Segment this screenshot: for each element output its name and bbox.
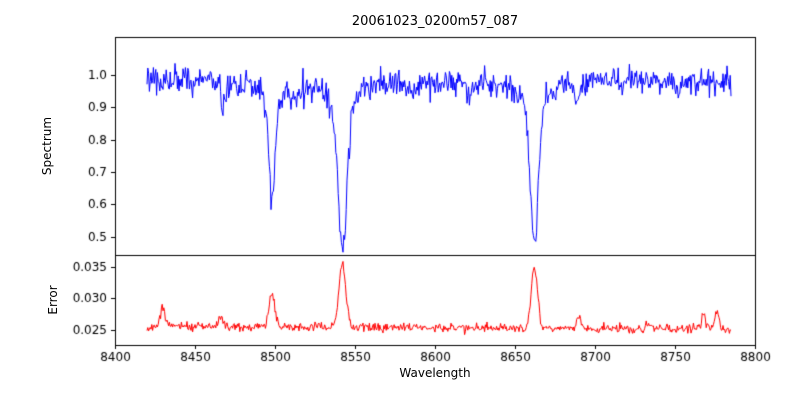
x-axis-label: Wavelength — [399, 366, 471, 380]
error-y-axis-label: Error — [46, 285, 60, 315]
spectrum-y-axis-label: Spectrum — [40, 116, 54, 176]
chart-title: 20061023_0200m57_087 — [351, 14, 519, 29]
